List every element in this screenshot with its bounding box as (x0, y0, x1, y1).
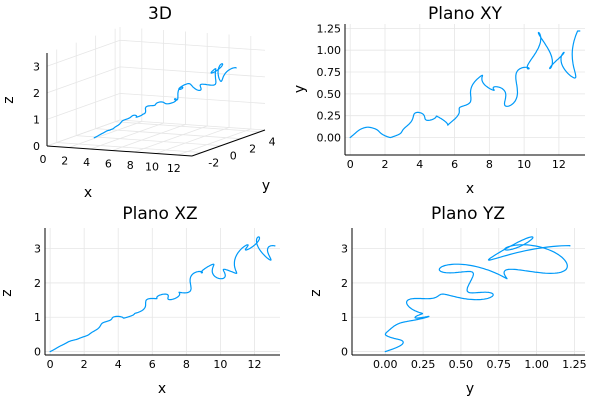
series-line (49, 236, 276, 353)
y-tick-label: 4 (269, 136, 276, 149)
x-tick-label: 0.75 (487, 358, 512, 371)
grid-line-x-floor (177, 128, 251, 156)
grid-line-z (46, 39, 266, 67)
grid-line-x-floor (90, 122, 164, 150)
x-axis-label: x (158, 381, 166, 397)
x-tick-label: 0.50 (449, 358, 474, 371)
y-tick-label: 0 (341, 346, 348, 359)
series-line (349, 30, 581, 139)
x-tick-label: 6 (451, 158, 458, 171)
x-tick-label: 4 (83, 156, 90, 169)
x-tick-label: 8 (183, 358, 190, 371)
x-tick-label: 10 (213, 358, 227, 371)
grid-line-y (95, 35, 241, 140)
subplot-title: Plano YZ (431, 204, 505, 224)
y-axis (191, 129, 266, 157)
x-tick-label: 2 (61, 155, 68, 168)
x-tick-label: 12 (247, 358, 261, 371)
x-tick-label: 4 (416, 158, 423, 171)
x-tick-label: 8 (127, 159, 134, 172)
subplot-3: Plano YZ 0.00 0.25 0.50 0.75 1.00 1.25 0 1 2 3 y z (308, 204, 587, 397)
x-tick-label: 8 (486, 158, 493, 171)
z-tick-label: 2 (33, 87, 40, 100)
x-tick-label: 2 (81, 358, 88, 371)
x-axis-label: x (84, 185, 92, 201)
y-tick-label: -2 (208, 157, 219, 170)
x-tick-label: 0.00 (373, 358, 398, 371)
x-tick-label: 0 (47, 358, 54, 371)
x-tick-label: 12 (167, 162, 181, 175)
x-axis-label: x (466, 181, 474, 197)
y-tick-label: 0.25 (317, 110, 342, 123)
x-tick-label: 12 (552, 158, 566, 171)
x-tick-label: 0 (347, 158, 354, 171)
grid-line-z (46, 93, 266, 120)
grid-line-x-floor (68, 121, 142, 148)
y-tick-label: 0.50 (317, 88, 342, 101)
y-tick-label: 2 (249, 143, 256, 156)
y-tick-label: 0.00 (317, 132, 342, 145)
y-tick-label: 2 (341, 277, 348, 290)
grid-line-z (46, 119, 266, 147)
grid-line-x-floor (155, 127, 230, 154)
y-tick-label: 0.75 (317, 66, 342, 79)
series-line (384, 236, 571, 353)
y-tick-label: 1.25 (317, 22, 342, 35)
series-line (93, 63, 237, 139)
x-tick-label: 0 (40, 153, 47, 166)
x-tick-label: 10 (145, 161, 159, 174)
x-tick-label: 6 (105, 158, 112, 171)
y-tick-label: 0 (34, 346, 41, 359)
x-axis (46, 145, 193, 157)
y-axis-label: y (292, 85, 308, 93)
y-tick-label: 1 (34, 311, 41, 324)
subplot-title: 3D (148, 4, 172, 24)
x-tick-label: 0.25 (411, 358, 436, 371)
x-tick-label: 10 (517, 158, 531, 171)
y-tick-label: 1.00 (317, 44, 342, 57)
subplot-title: Plano XZ (122, 204, 197, 224)
y-axis-label: z (0, 289, 15, 296)
y-tick-label: 3 (341, 243, 348, 256)
z-tick-label: 3 (33, 60, 40, 73)
y-axis-label: y (262, 178, 270, 194)
grid-line-y (114, 28, 261, 133)
z-tick-label: 1 (33, 113, 40, 126)
y-axis-label: z (308, 289, 324, 296)
y-tick-label: 0 (230, 150, 237, 163)
x-tick-label: 6 (149, 358, 156, 371)
grid-line-z (46, 66, 266, 94)
subplot-1: Plano XY 0 2 4 6 8 10 12 0.00 0.25 0.50 0.75 1.00 1.2… (292, 4, 585, 197)
y-tick-label: 2 (34, 277, 41, 290)
grid-line-x-floor (112, 124, 186, 151)
y-tick-label: 1 (341, 311, 348, 324)
grid-line-x-floor (134, 125, 208, 153)
x-tick-label: 2 (382, 158, 389, 171)
x-tick-label: 1.00 (524, 358, 549, 371)
x-axis-label: y (466, 381, 474, 397)
x-tick-label: 4 (115, 358, 122, 371)
grid-line-y (75, 42, 222, 146)
grid-line-y (56, 49, 202, 153)
z-tick-label: 0 (33, 140, 40, 153)
z-axis-label: z (1, 96, 17, 103)
x-tick-label: 1.25 (562, 358, 587, 371)
subplot-title: Plano XY (428, 4, 503, 24)
y-tick-label: 3 (34, 243, 41, 256)
